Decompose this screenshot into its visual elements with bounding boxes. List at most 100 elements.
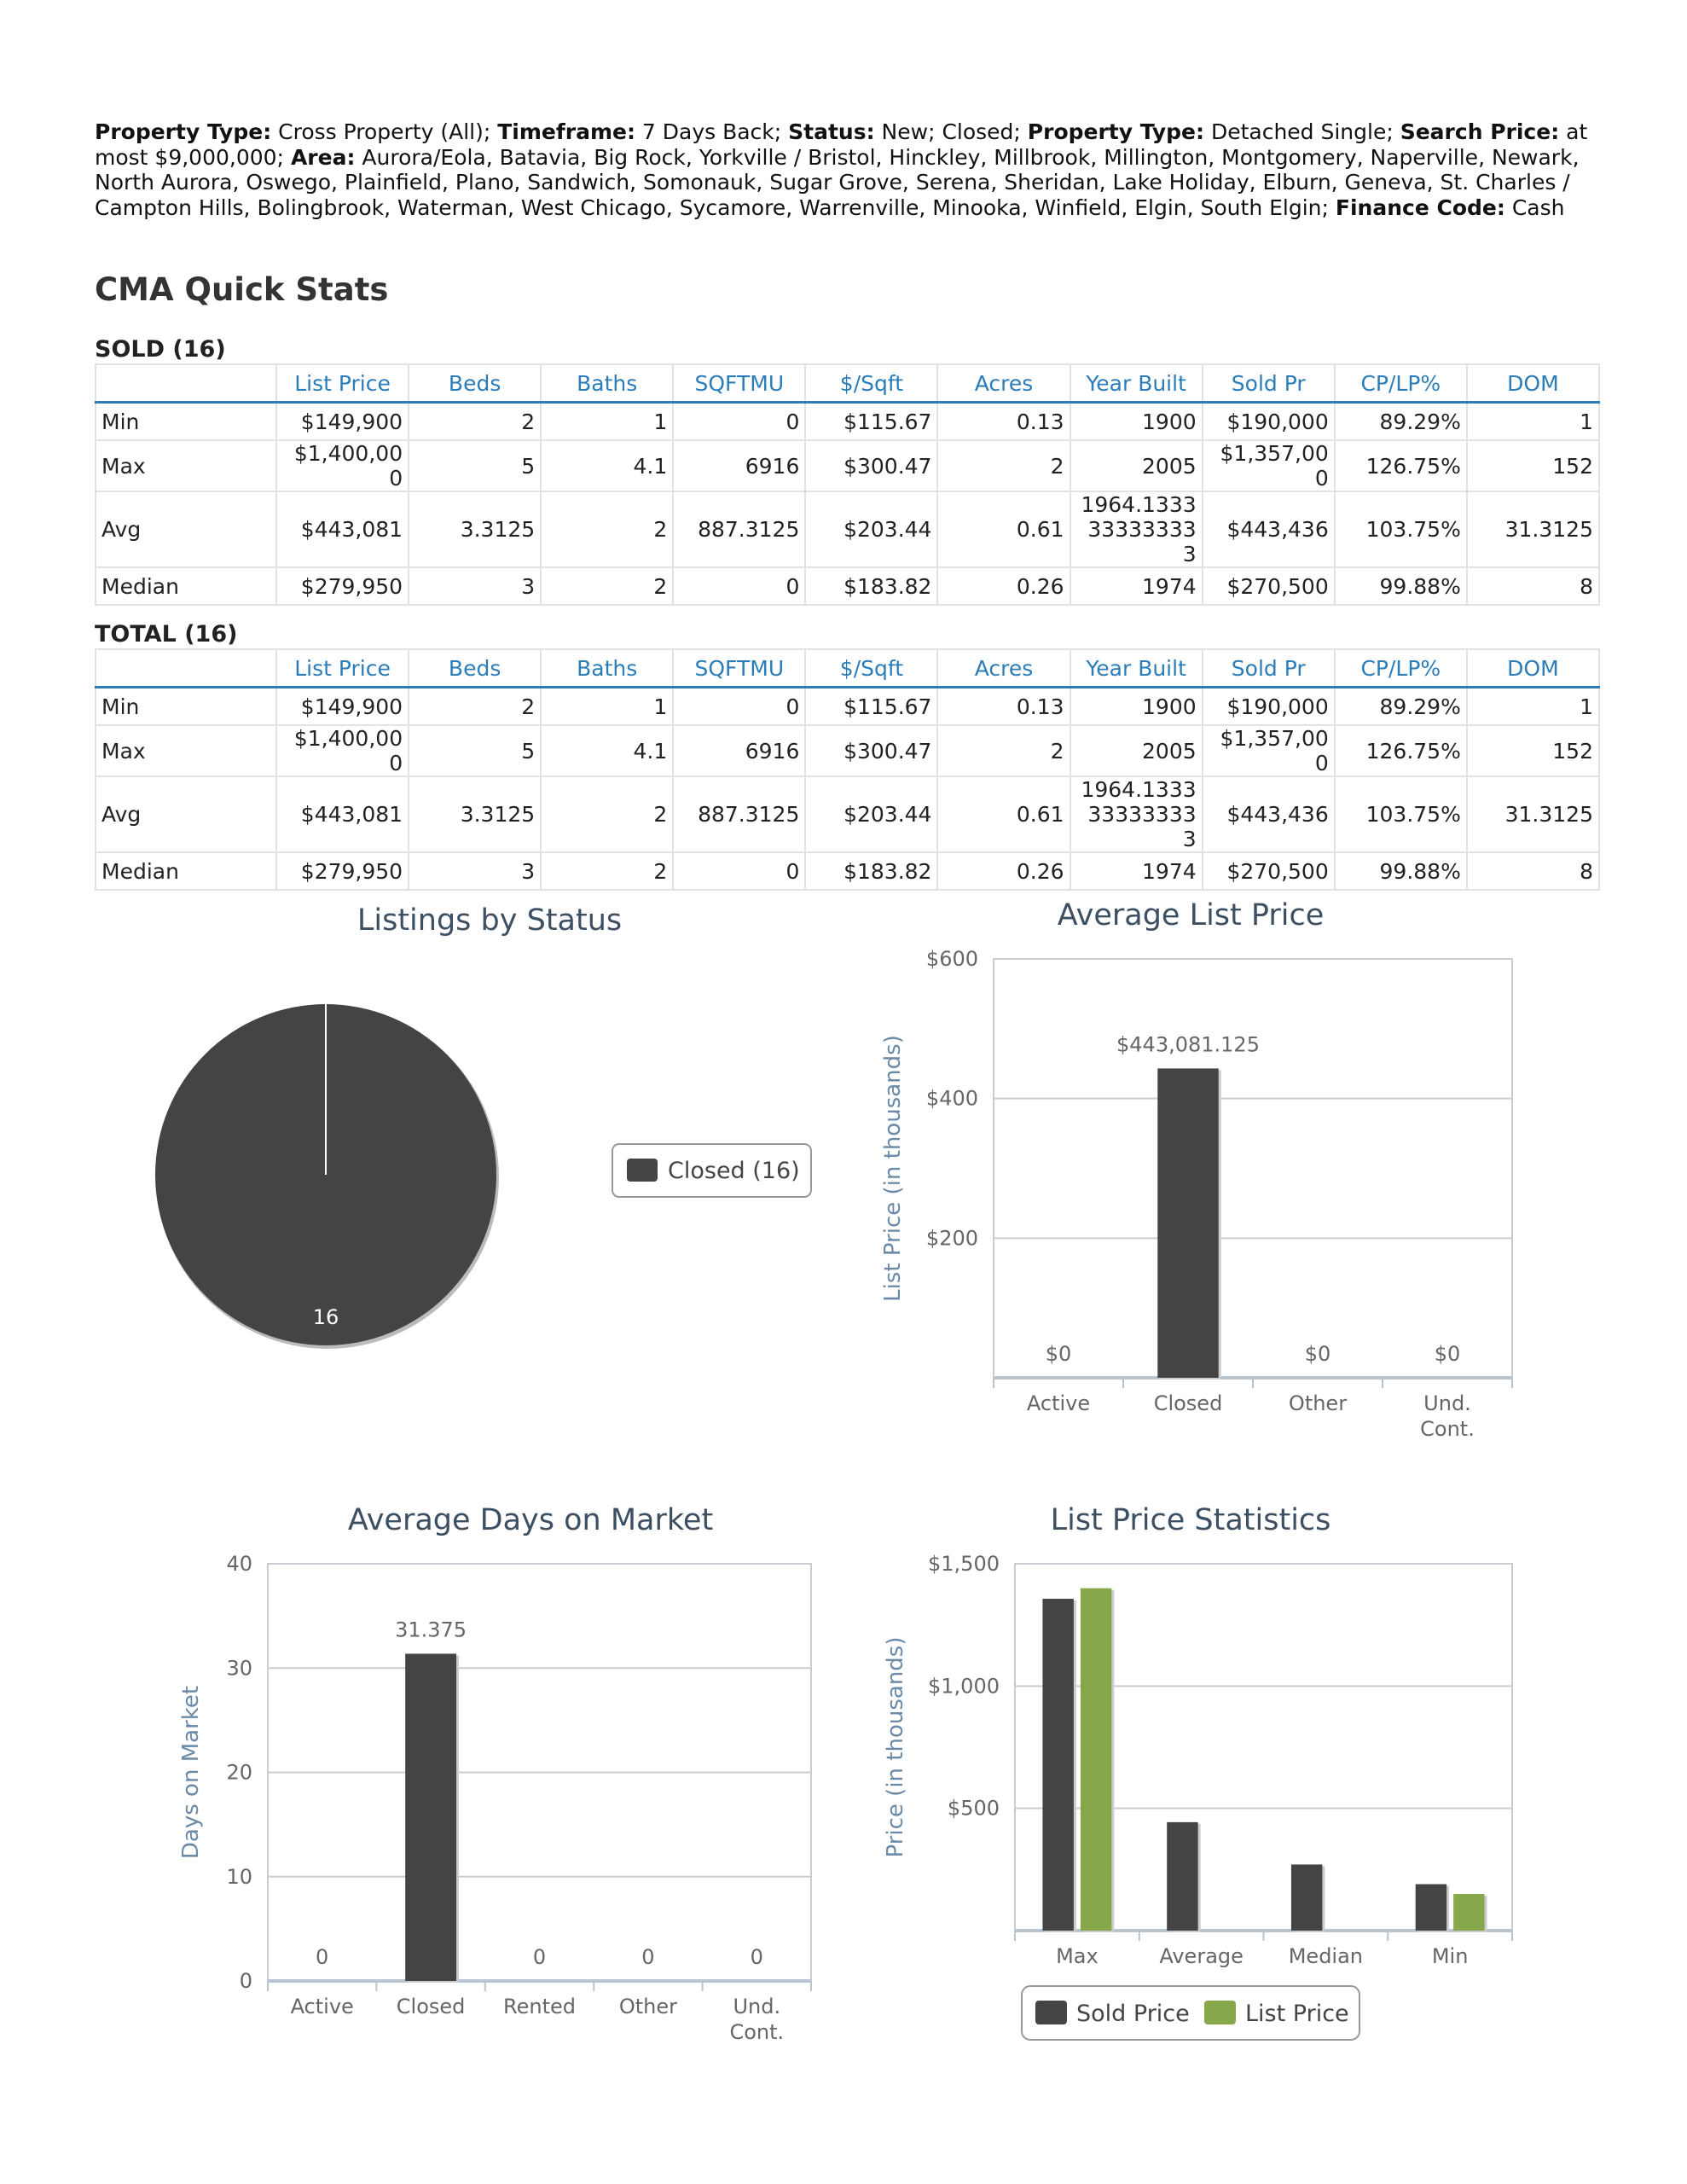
chart-title: Average Days on Market xyxy=(348,1503,713,1537)
table-cell: 0.26 xyxy=(936,566,1071,606)
table-cell: 1900 xyxy=(1069,686,1203,726)
legend-label: Sold Price xyxy=(1076,2001,1190,2027)
column-header: Sold Pr xyxy=(1201,363,1336,404)
x-tick-label: Und. Cont. xyxy=(729,1995,784,2044)
x-tick-label-line: Cont. xyxy=(1420,1417,1475,1441)
table-cell: $115.67 xyxy=(804,686,939,726)
table-cell: 31.3125 xyxy=(1465,491,1601,568)
table-cell: 1974 xyxy=(1069,851,1203,891)
table-row: Max $1,400,000 5 4.1 6916 $300.47 2 2005 $1,357,… xyxy=(95,439,1601,492)
table-cell: Max xyxy=(95,439,277,492)
table-cell: $443,436 xyxy=(1201,775,1336,853)
table-cell: 1964.1333333333333 xyxy=(1069,775,1203,853)
table-cell: Avg xyxy=(95,775,277,853)
table-cell: 89.29% xyxy=(1333,686,1468,726)
table-cell: $190,000 xyxy=(1201,686,1336,726)
x-tick-label: Median xyxy=(1289,1944,1363,1968)
column-header: $/Sqft xyxy=(804,648,939,688)
legend-swatch-list-price xyxy=(1204,2001,1236,2024)
table-cell: 2 xyxy=(540,566,675,606)
table-cell: 5 xyxy=(408,439,542,492)
bar-list-price xyxy=(1453,1894,1485,1931)
data-label: $0 xyxy=(1305,1342,1331,1366)
table-cell: 1900 xyxy=(1069,401,1203,441)
x-tick-label: Closed xyxy=(397,1995,466,2018)
table-cell: Median xyxy=(95,851,277,891)
table-header-row: List Price Beds Baths SQFTMU $/Sqft Acres Year… xyxy=(95,363,1601,404)
legend-label: List Price xyxy=(1245,2001,1349,2027)
table-cell: $190,000 xyxy=(1201,401,1336,441)
page-title: CMA Quick Stats xyxy=(95,271,389,308)
data-label: 31.375 xyxy=(395,1618,467,1641)
chart-title: Listings by Status xyxy=(357,903,622,938)
table-cell: 8 xyxy=(1465,566,1601,606)
table-cell: 4.1 xyxy=(540,439,675,492)
bar-sold-price xyxy=(1415,1884,1447,1931)
x-tick-label: Und. Cont. xyxy=(1420,1391,1475,1441)
sold-table-label: SOLD (16) xyxy=(95,336,226,363)
x-tick-label: Closed xyxy=(1154,1391,1223,1415)
table-cell: 2 xyxy=(408,686,542,726)
table-cell: 1 xyxy=(1465,401,1601,441)
table-row: Avg $443,081 3.3125 2 887.3125 $203.44 0.61 196… xyxy=(95,491,1601,568)
total-stats-table: List Price Beds Baths SQFTMU $/Sqft Acres Year… xyxy=(95,648,1601,891)
table-cell: 2005 xyxy=(1069,724,1203,777)
bar-list-price xyxy=(1080,1588,1112,1931)
y-tick-label: $400 xyxy=(926,1087,978,1111)
column-header: SQFTMU xyxy=(672,648,807,688)
criteria-value: 7 Days Back; xyxy=(635,119,789,144)
y-tick-label: 30 xyxy=(226,1656,252,1680)
table-cell: 1964.1333333333333 xyxy=(1069,491,1203,568)
table-row: Avg $443,081 3.3125 2 887.3125 $203.44 0.61 196… xyxy=(95,775,1601,853)
bar xyxy=(405,1653,457,1981)
table-cell: 1 xyxy=(1465,686,1601,726)
table-cell: 5 xyxy=(408,724,542,777)
table-cell: Min xyxy=(95,686,277,726)
table-cell: $443,436 xyxy=(1201,491,1336,568)
table-cell: $149,900 xyxy=(275,401,410,441)
table-cell: $1,357,000 xyxy=(1201,724,1336,777)
table-cell: 0 xyxy=(672,401,807,441)
criteria-value: at most $9,000,000; xyxy=(95,119,1588,170)
table-cell: 2 xyxy=(540,775,675,853)
table-cell: Min xyxy=(95,401,277,441)
table-cell: 0.13 xyxy=(936,401,1071,441)
x-tick-label-line: Cont. xyxy=(729,2020,784,2044)
column-header: Acres xyxy=(936,648,1071,688)
data-label: 0 xyxy=(641,1945,654,1969)
table-header-row: List Price Beds Baths SQFTMU $/Sqft Acres Year… xyxy=(95,648,1601,688)
table-cell: $203.44 xyxy=(804,775,939,853)
table-cell: 4.1 xyxy=(540,724,675,777)
x-tick-label: Max xyxy=(1056,1944,1099,1968)
bar xyxy=(1157,1068,1219,1378)
table-cell: $115.67 xyxy=(804,401,939,441)
x-tick-label: Rented xyxy=(503,1995,576,2018)
y-tick-label: 20 xyxy=(226,1761,252,1785)
y-tick-label: 40 xyxy=(226,1552,252,1576)
y-axis-title: Days on Market xyxy=(178,1686,204,1859)
table-cell: 2 xyxy=(936,724,1071,777)
x-tick-label: Other xyxy=(1289,1391,1347,1415)
table-cell: 0.61 xyxy=(936,491,1071,568)
table-cell: 887.3125 xyxy=(672,775,807,853)
table-cell: 103.75% xyxy=(1333,491,1468,568)
table-cell: 0.26 xyxy=(936,851,1071,891)
column-header: Beds xyxy=(408,363,542,404)
x-tick-label-line: Und. xyxy=(733,1995,780,2018)
criteria-key: Property Type: xyxy=(95,119,272,144)
table-row: Min $149,900 2 1 0 $115.67 0.13 1900 $190,000 89.… xyxy=(95,686,1601,726)
table-row: Min $149,900 2 1 0 $115.67 0.13 1900 $190,000 89.… xyxy=(95,401,1601,441)
x-tick-label: Active xyxy=(291,1995,354,2018)
bar-sold-price xyxy=(1042,1598,1074,1931)
table-cell: $270,500 xyxy=(1201,851,1336,891)
table-cell: 3.3125 xyxy=(408,491,542,568)
table-cell: 0.61 xyxy=(936,775,1071,853)
table-cell: Avg xyxy=(95,491,277,568)
y-tick-label: $1,500 xyxy=(928,1552,1000,1576)
table-cell: 2 xyxy=(540,851,675,891)
table-cell: 6916 xyxy=(672,439,807,492)
table-cell: $443,081 xyxy=(275,491,410,568)
table-cell: 0.13 xyxy=(936,686,1071,726)
chart-title: List Price Statistics xyxy=(1051,1503,1331,1537)
